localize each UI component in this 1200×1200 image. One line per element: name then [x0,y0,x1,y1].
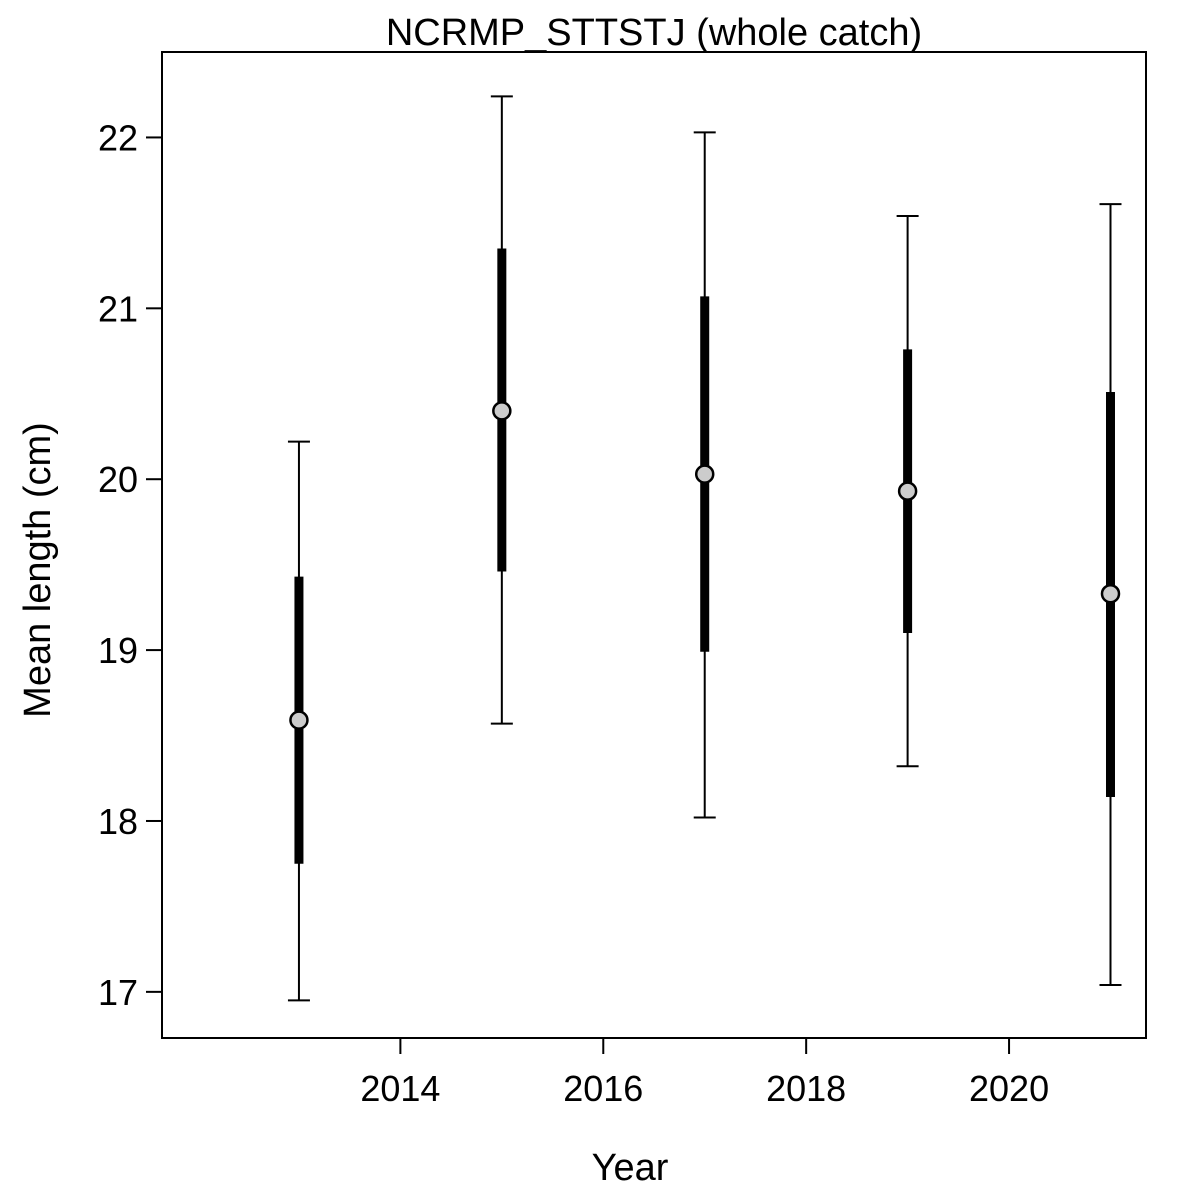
plot-frame [161,51,1147,1039]
y-tick-label: 21 [98,288,138,329]
data-point-group [693,131,716,819]
chart-title: NCRMP_STTSTJ (whole catch) [386,12,922,54]
x-tick-label: 2016 [563,1068,643,1109]
x-axis: 2014 2016 2018 2020 [360,1038,1049,1109]
y-tick-label: 17 [98,972,138,1013]
y-tick-label: 18 [98,801,138,842]
plot-area [287,95,1122,1002]
y-tick-label: 22 [98,117,138,158]
y-tick-label: 19 [98,630,138,671]
y-axis: 17 18 19 20 21 22 [98,117,162,1013]
mean-point [897,481,918,501]
x-tick-label: 2014 [360,1068,440,1109]
x-axis-label: Year [592,1147,669,1189]
y-tick-label: 20 [98,459,138,500]
x-tick-label: 2020 [969,1068,1049,1109]
data-point-group [1099,203,1122,987]
data-point-group [287,440,310,1002]
data-point-group [896,215,919,768]
mean-point [492,401,512,421]
x-tick-label: 2018 [766,1068,846,1109]
mean-point [694,464,715,484]
mean-point [289,710,309,730]
data-point-group [490,95,513,725]
mean-point [1100,583,1121,604]
y-axis-label: Mean length (cm) [17,422,59,718]
